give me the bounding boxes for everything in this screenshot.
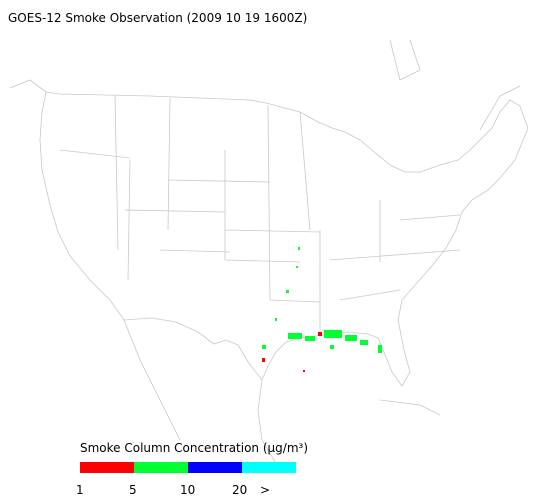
colorbar-segment (242, 462, 296, 473)
smoke-pixel (318, 332, 322, 336)
smoke-pixel (345, 335, 357, 341)
mexico-coast (123, 319, 281, 471)
legend-title: Smoke Column Concentration (μg/m³) (80, 441, 308, 455)
colorbar-segment (188, 462, 242, 473)
colorbar-label: 20 (232, 483, 247, 497)
smoke-pixel (298, 247, 300, 250)
colorbar-label: 5 (129, 483, 137, 497)
colorbar-segment (134, 462, 188, 473)
colorbar-label: > (260, 483, 270, 497)
smoke-pixel (303, 370, 305, 372)
smoke-pixel (305, 336, 315, 341)
smoke-pixel (324, 330, 342, 338)
smoke-pixel (262, 345, 266, 349)
smoke-pixels (262, 247, 382, 372)
colorbar-label: 10 (180, 483, 195, 497)
smoke-pixel (378, 345, 382, 353)
smoke-pixel (275, 318, 277, 321)
smoke-pixel (286, 290, 289, 293)
state-lines (59, 95, 461, 330)
us-outline (39, 91, 529, 387)
smoke-pixel (262, 358, 265, 362)
smoke-pixel (360, 340, 368, 345)
smoke-pixel (288, 333, 302, 339)
smoke-pixel (296, 266, 298, 268)
colorbar-label: 1 (76, 483, 84, 497)
smoke-pixel (330, 345, 334, 349)
base-map (9, 39, 529, 471)
colorbar-segment (80, 462, 134, 473)
map-title: GOES-12 Smoke Observation (2009 10 19 16… (8, 11, 307, 25)
canada-coast (9, 39, 521, 416)
